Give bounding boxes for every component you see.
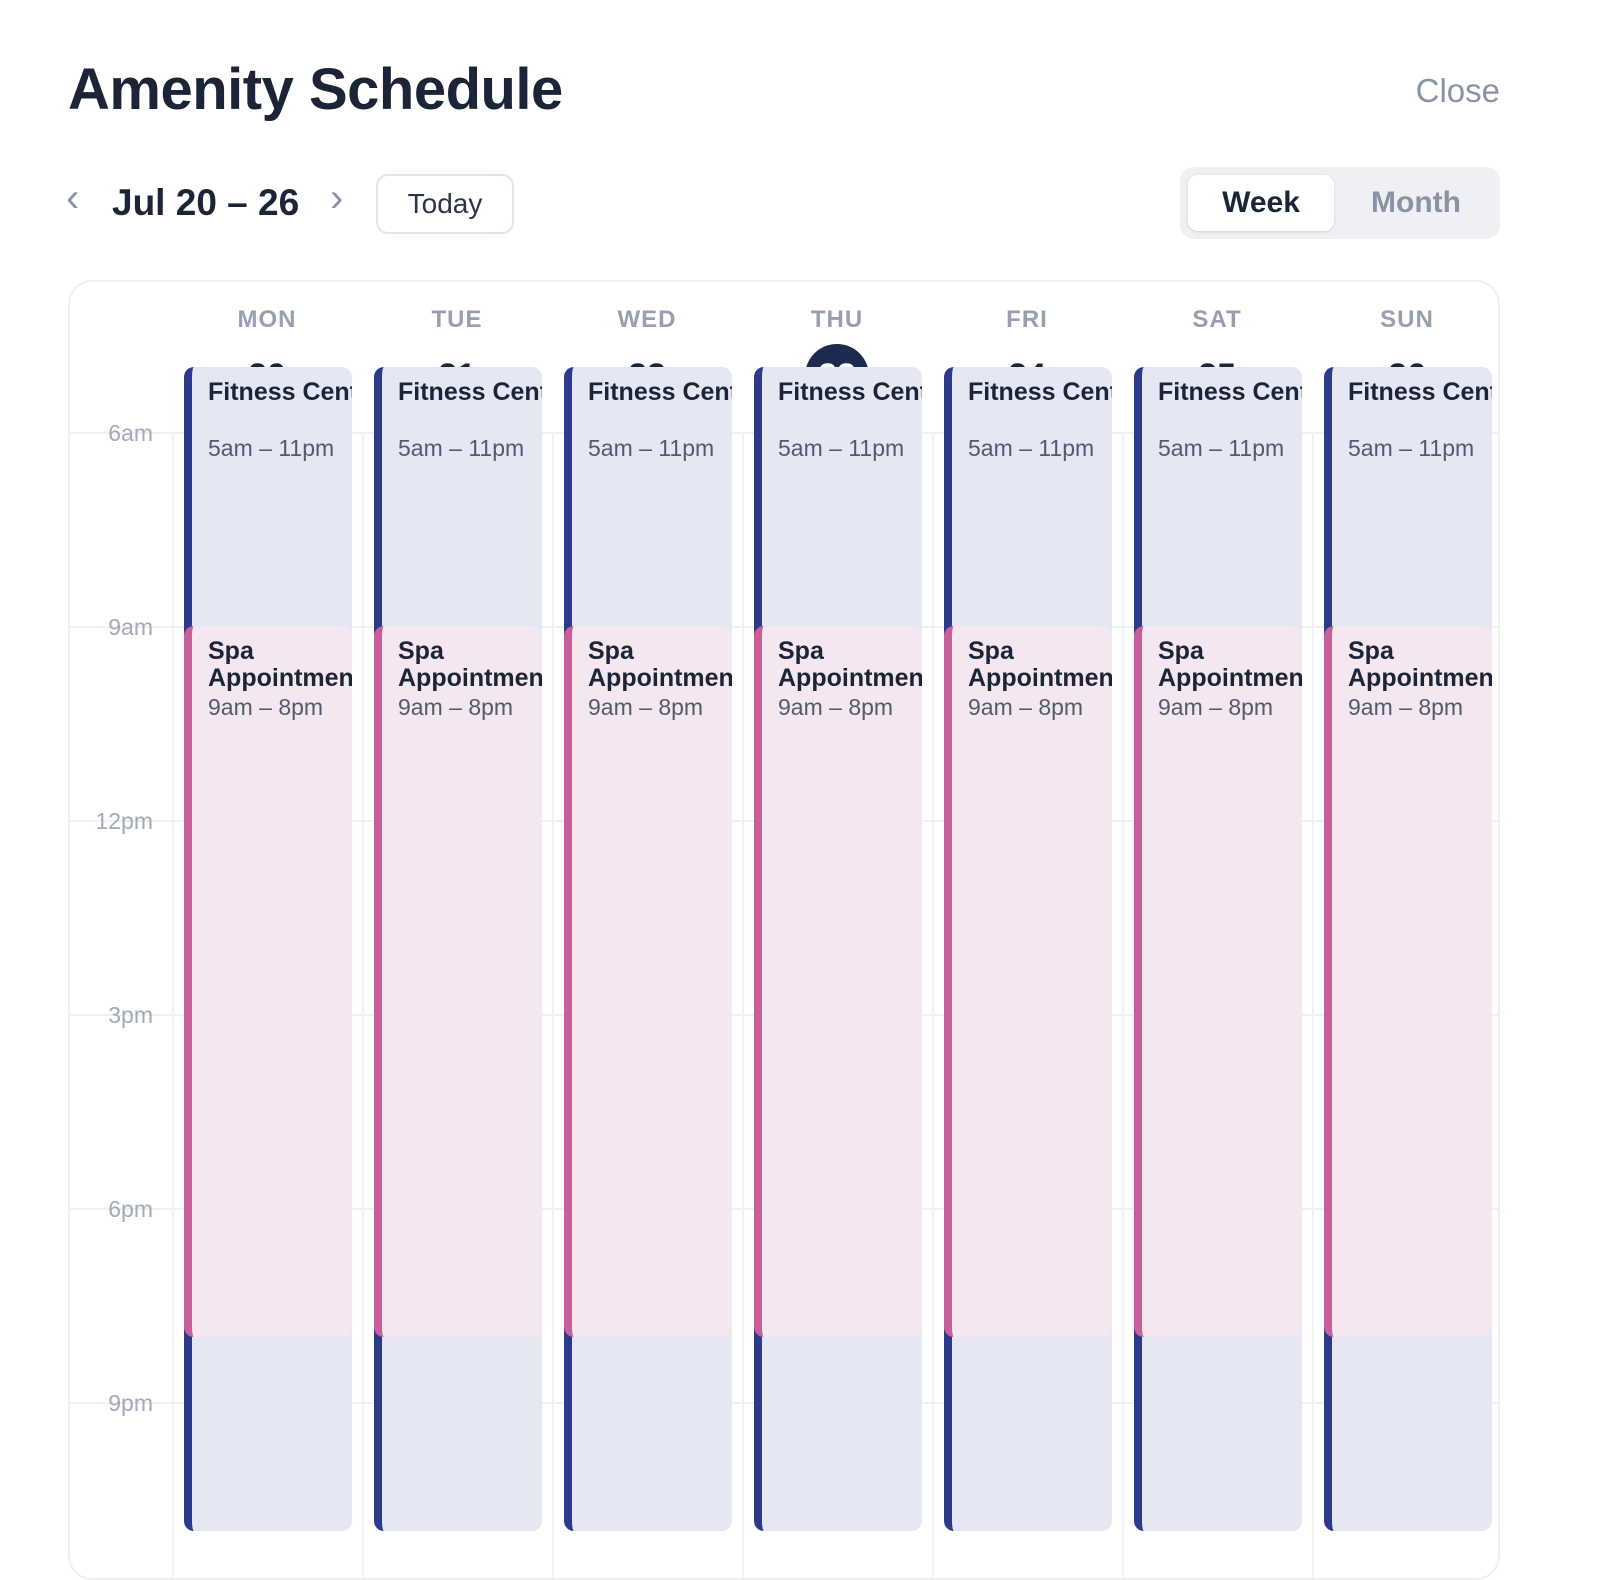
event-time: 9am – 8pm [398,694,514,720]
time-label: 9am [108,614,153,640]
time-label: 12pm [95,808,153,834]
event-title: Spa Appointment [778,637,922,692]
event-title: Fitness Center [208,378,352,407]
spa-event-sun[interactable]: Spa Appointment 9am – 8pm [1324,626,1492,1338]
day-column-divider [172,432,174,1578]
close-button[interactable]: Close [1415,72,1500,109]
view-switcher: Week Month [1180,167,1500,239]
day-header-sun: SUN [1380,306,1434,333]
day-column-divider [932,432,934,1578]
event-time: 5am – 11pm [398,435,525,462]
event-time: 9am – 8pm [1348,694,1464,720]
time-label: 3pm [108,1002,153,1028]
event-time: 9am – 8pm [778,694,894,720]
page-title: Amenity Schedule [68,57,563,122]
event-time: 5am – 11pm [1158,435,1285,462]
event-title: Spa Appointment [588,637,732,692]
previous-week-button[interactable]: ‹ [66,178,79,218]
time-label: 9pm [108,1390,153,1416]
day-column-divider [1122,432,1124,1578]
day-header-tue: TUE [431,306,483,333]
event-time: 5am – 11pm [778,435,905,462]
time-label: 6pm [108,1196,153,1222]
day-header-thu: THU [810,306,864,333]
event-title: Fitness Center [968,378,1112,407]
event-time: 9am – 8pm [208,694,324,720]
spa-event-fri[interactable]: Spa Appointment 9am – 8pm [944,626,1112,1338]
day-header-fri: FRI [1006,306,1048,333]
day-header-sat: SAT [1192,306,1242,333]
calendar-grid: 6am9am12pm3pm6pm9pmMON20TUE21WED22THU23F… [68,280,1500,1580]
event-title: Fitness Center [1348,378,1492,407]
spa-event-thu[interactable]: Spa Appointment 9am – 8pm [754,626,922,1338]
event-title: Fitness Center [1158,378,1302,407]
chevron-right-icon: › [330,176,344,220]
event-title: Fitness Center [398,378,542,407]
event-time: 5am – 11pm [1348,435,1475,462]
event-title: Spa Appointment [1158,637,1302,692]
next-week-button[interactable]: › [330,178,343,218]
event-title: Fitness Center [778,378,922,407]
day-column-divider [1312,432,1314,1578]
event-title: Spa Appointment [968,637,1112,692]
event-time: 5am – 11pm [208,435,335,462]
time-label: 6am [108,420,153,446]
day-column-divider [362,432,364,1578]
event-time: 5am – 11pm [968,435,1095,462]
event-time: 9am – 8pm [588,694,704,720]
week-view-tab[interactable]: Week [1188,175,1334,231]
spa-event-sat[interactable]: Spa Appointment 9am – 8pm [1134,626,1302,1338]
day-header-wed: WED [617,306,677,333]
event-time: 9am – 8pm [1158,694,1274,720]
event-title: Fitness Center [588,378,732,407]
day-column-divider [742,432,744,1578]
chevron-left-icon: ‹ [66,176,80,220]
today-button[interactable]: Today [376,174,514,234]
month-view-tab[interactable]: Month [1371,186,1461,219]
event-time: 5am – 11pm [588,435,715,462]
day-header-mon: MON [237,306,297,333]
spa-event-wed[interactable]: Spa Appointment 9am – 8pm [564,626,732,1338]
spa-event-tue[interactable]: Spa Appointment 9am – 8pm [374,626,542,1338]
event-time: 9am – 8pm [968,694,1084,720]
date-range-label: Jul 20 – 26 [112,182,300,223]
event-title: Spa Appointment [1348,637,1492,692]
spa-event-mon[interactable]: Spa Appointment 9am – 8pm [184,626,352,1338]
event-title: Spa Appointment [208,637,352,692]
event-title: Spa Appointment [398,637,542,692]
day-column-divider [552,432,554,1578]
